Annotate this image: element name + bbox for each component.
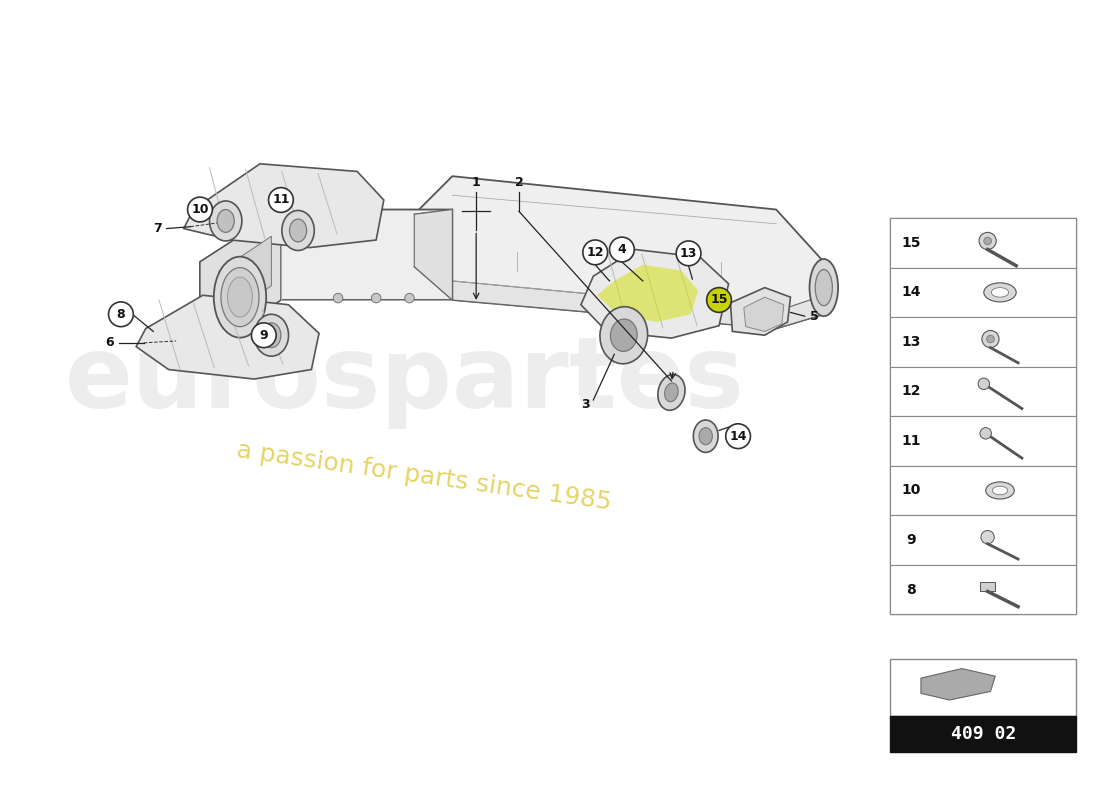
Polygon shape: [136, 295, 319, 379]
Circle shape: [609, 237, 635, 262]
Text: 11: 11: [272, 194, 289, 206]
Circle shape: [979, 232, 997, 250]
Circle shape: [987, 335, 994, 343]
Circle shape: [978, 378, 990, 390]
Text: 11: 11: [902, 434, 921, 448]
Bar: [891, 416, 1076, 466]
Ellipse shape: [610, 319, 637, 351]
Text: 12: 12: [902, 385, 921, 398]
Ellipse shape: [810, 259, 838, 316]
Circle shape: [583, 240, 607, 265]
Bar: [891, 218, 1076, 614]
Text: 15: 15: [711, 294, 728, 306]
Circle shape: [982, 330, 999, 348]
Circle shape: [706, 288, 732, 312]
Polygon shape: [219, 236, 272, 322]
Text: 409 02: 409 02: [950, 726, 1016, 743]
Ellipse shape: [262, 323, 280, 348]
Text: 9: 9: [906, 533, 916, 547]
Polygon shape: [744, 297, 784, 331]
Bar: [891, 268, 1076, 317]
Text: 10: 10: [191, 203, 209, 216]
Text: 14: 14: [902, 286, 921, 299]
Ellipse shape: [221, 268, 258, 326]
Circle shape: [981, 530, 994, 544]
Ellipse shape: [209, 201, 242, 241]
Polygon shape: [184, 164, 384, 248]
Ellipse shape: [992, 486, 1008, 494]
Circle shape: [726, 424, 750, 449]
Circle shape: [109, 302, 133, 326]
Ellipse shape: [658, 374, 685, 410]
Bar: [891, 565, 1076, 614]
Ellipse shape: [217, 210, 234, 232]
Polygon shape: [200, 210, 452, 352]
Bar: [891, 659, 1076, 716]
Circle shape: [980, 428, 991, 439]
Ellipse shape: [991, 288, 1009, 297]
Ellipse shape: [815, 270, 833, 306]
Text: 9: 9: [260, 329, 268, 342]
Ellipse shape: [693, 420, 718, 452]
Text: 1: 1: [472, 176, 481, 190]
Polygon shape: [415, 210, 452, 300]
Ellipse shape: [254, 314, 288, 356]
Text: 8: 8: [117, 308, 125, 321]
Polygon shape: [597, 265, 698, 322]
Text: 12: 12: [586, 246, 604, 259]
Text: 8: 8: [906, 582, 916, 597]
Ellipse shape: [600, 306, 648, 364]
Text: 3: 3: [582, 398, 590, 411]
Bar: [891, 366, 1076, 416]
Ellipse shape: [282, 210, 315, 250]
Text: 2: 2: [515, 176, 524, 190]
Ellipse shape: [664, 383, 679, 402]
Circle shape: [188, 197, 212, 222]
Bar: [980, 582, 996, 591]
Circle shape: [268, 188, 294, 212]
Bar: [891, 218, 1076, 268]
Polygon shape: [415, 176, 824, 329]
Circle shape: [405, 294, 415, 303]
Polygon shape: [415, 248, 824, 329]
Circle shape: [333, 294, 343, 303]
Ellipse shape: [986, 482, 1014, 499]
Polygon shape: [730, 288, 791, 335]
Ellipse shape: [289, 219, 307, 242]
Bar: [891, 466, 1076, 515]
Ellipse shape: [228, 277, 252, 317]
Text: eurospartes: eurospartes: [65, 333, 745, 430]
Text: 13: 13: [680, 247, 697, 260]
Polygon shape: [581, 250, 728, 338]
Circle shape: [983, 237, 991, 245]
Text: 13: 13: [902, 335, 921, 349]
Text: 15: 15: [902, 236, 921, 250]
Ellipse shape: [213, 257, 266, 338]
Polygon shape: [921, 669, 996, 700]
Text: 4: 4: [617, 243, 626, 256]
Text: 7: 7: [153, 222, 162, 235]
Bar: [891, 716, 1076, 752]
Text: 14: 14: [729, 430, 747, 442]
Polygon shape: [200, 210, 280, 352]
Text: 10: 10: [902, 483, 921, 498]
Text: 6: 6: [106, 336, 113, 350]
Text: a passion for parts since 1985: a passion for parts since 1985: [234, 438, 613, 514]
Circle shape: [252, 323, 276, 348]
Text: 5: 5: [810, 310, 818, 322]
Bar: [891, 317, 1076, 366]
Ellipse shape: [698, 428, 713, 445]
Circle shape: [676, 241, 701, 266]
Circle shape: [372, 294, 381, 303]
Bar: [891, 515, 1076, 565]
Ellipse shape: [983, 283, 1016, 302]
